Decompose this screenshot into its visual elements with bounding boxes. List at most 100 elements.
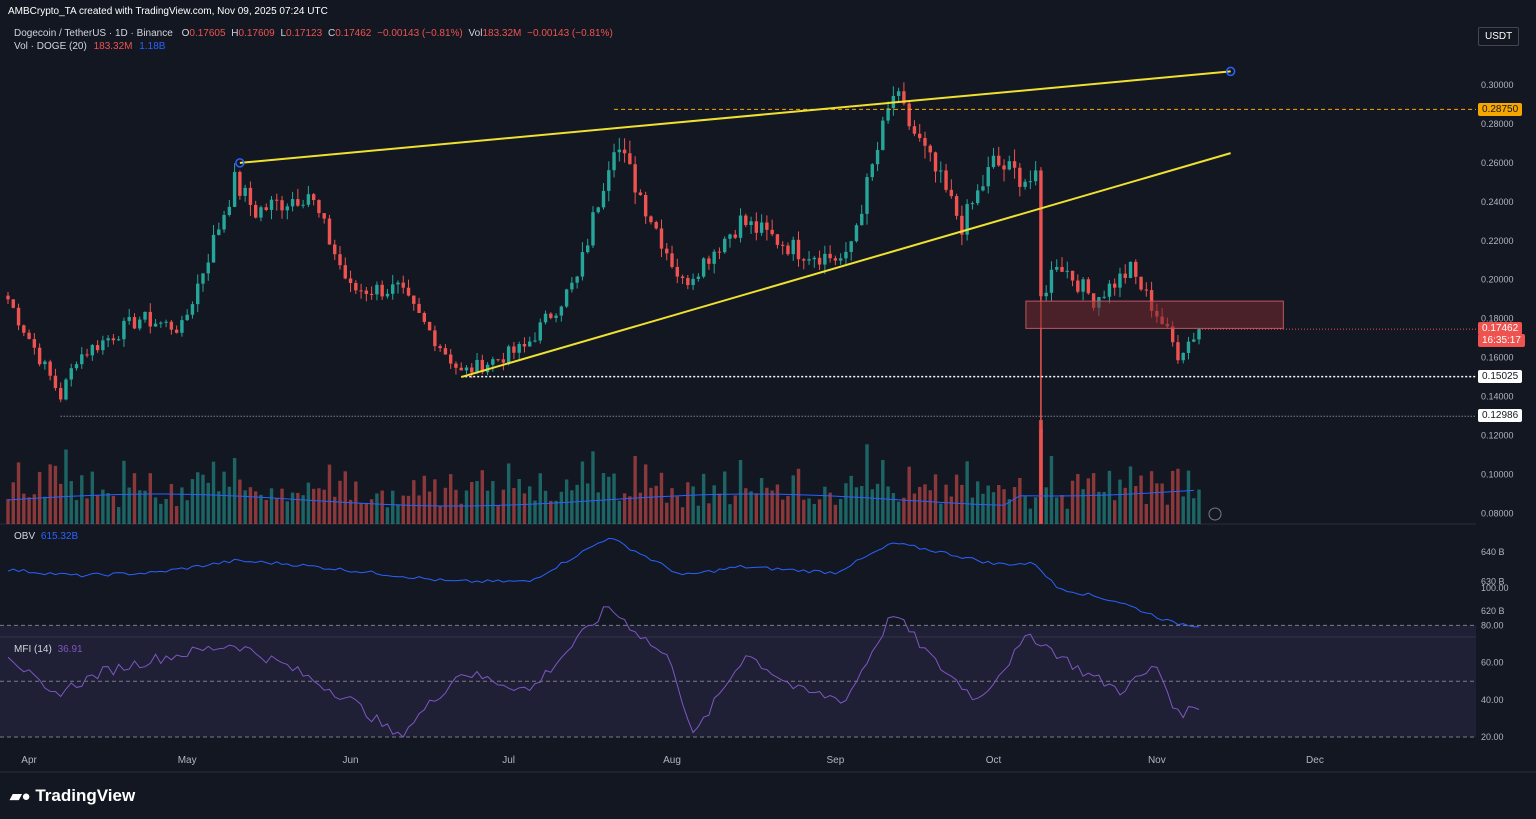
- volume-bar: [485, 490, 490, 524]
- trendline-handle[interactable]: [1225, 66, 1236, 77]
- price-candle: [169, 321, 174, 330]
- volume-bar: [991, 492, 996, 524]
- symbol-title[interactable]: Dogecoin / TetherUS · 1D · Binance: [14, 28, 173, 39]
- price-candle: [875, 149, 880, 165]
- price-candle: [528, 341, 532, 347]
- volume-bar: [53, 465, 58, 524]
- price-candle: [159, 322, 163, 324]
- volume-bar: [543, 490, 548, 524]
- price-candle: [570, 282, 574, 290]
- volume-bar: [422, 475, 427, 524]
- price-candle: [190, 304, 195, 315]
- volume-bar: [981, 493, 985, 524]
- price-candle: [1086, 279, 1091, 294]
- price-candle: [80, 354, 84, 365]
- price-candle: [259, 207, 263, 218]
- price-candle: [369, 293, 374, 295]
- volume-bar: [343, 471, 347, 524]
- volume-bar: [628, 496, 632, 524]
- price-candle: [206, 262, 210, 274]
- price-candle: [744, 215, 748, 226]
- price-candle: [849, 241, 853, 252]
- trendline-handle[interactable]: [235, 158, 245, 168]
- price-candle: [148, 311, 152, 327]
- volume-bar: [670, 488, 674, 524]
- price-candle: [338, 254, 342, 266]
- price-candle: [185, 314, 189, 321]
- price-candle: [1144, 289, 1149, 291]
- volume-bar: [127, 487, 131, 524]
- volume-bar: [949, 496, 954, 524]
- low-label: L: [280, 28, 287, 39]
- price-candle: [686, 277, 690, 286]
- price-candle: [870, 164, 874, 178]
- volume-bar: [691, 486, 695, 524]
- price-candle: [707, 258, 711, 264]
- price-candle: [116, 339, 121, 341]
- price-candle: [997, 155, 1001, 166]
- price-candle: [701, 258, 706, 277]
- price-candle: [923, 138, 927, 146]
- price-candle: [754, 221, 759, 233]
- volume-bar: [765, 487, 769, 524]
- price-candle: [628, 153, 632, 165]
- volume-bar: [190, 479, 195, 524]
- price-candle: [1139, 276, 1143, 290]
- price-candle: [749, 221, 753, 226]
- mfi-axis-tick: 60.00: [1481, 658, 1504, 668]
- price-candle: [217, 229, 221, 235]
- supply-zone[interactable]: [1025, 300, 1284, 329]
- time-axis-tick: Dec: [1306, 755, 1324, 766]
- volume-bar: [907, 466, 911, 524]
- volume-bar: [22, 493, 26, 524]
- volume-bar: [659, 472, 664, 524]
- obv-label[interactable]: OBV: [14, 531, 36, 542]
- volume-bar: [1170, 470, 1175, 524]
- price-candle: [354, 283, 358, 291]
- volume-bar: [496, 505, 500, 524]
- price-candle: [575, 276, 579, 283]
- volume-bar: [280, 488, 284, 524]
- alert-marker[interactable]: [1208, 507, 1222, 521]
- volume-bar: [301, 495, 305, 524]
- price-candle: [53, 375, 58, 389]
- price-axis-tick: 0.22000: [1481, 236, 1514, 246]
- price-candle: [643, 195, 648, 217]
- volume-bar: [1192, 498, 1196, 524]
- price-candle: [554, 315, 558, 318]
- mfi-label[interactable]: MFI (14): [14, 644, 52, 655]
- price-candle: [844, 251, 848, 259]
- volume-bar: [227, 486, 232, 524]
- price-candle: [1033, 170, 1038, 182]
- price-candle: [933, 152, 938, 172]
- volume-bar: [617, 500, 622, 524]
- volume-bar: [607, 476, 611, 524]
- volume-bar: [928, 490, 932, 524]
- countdown-label: 16:35:17: [1478, 334, 1525, 347]
- price-candle: [975, 190, 980, 204]
- volume-bar: [1149, 471, 1154, 524]
- price-candle: [533, 340, 537, 342]
- price-candle: [833, 258, 838, 261]
- volume-ma-label[interactable]: Vol · DOGE (20): [14, 41, 87, 52]
- volume-bar: [975, 481, 980, 524]
- volume-bar: [944, 484, 948, 524]
- volume-bar: [159, 503, 163, 524]
- price-candle: [269, 199, 274, 210]
- tradingview-logo[interactable]: ▰● TradingView: [10, 786, 135, 806]
- price-candle: [791, 239, 795, 255]
- mfi-axis-tick: 20.00: [1481, 732, 1504, 742]
- volume-bar: [960, 484, 964, 524]
- currency-button[interactable]: USDT: [1478, 27, 1520, 46]
- volume-bar: [522, 493, 527, 524]
- lower-trendline[interactable]: [460, 152, 1231, 379]
- volume-bar: [575, 484, 579, 524]
- volume-bar: [285, 501, 290, 524]
- volume-bar: [791, 475, 795, 524]
- price-candle: [612, 152, 616, 171]
- volume-bar: [860, 486, 864, 524]
- volume-bar: [359, 503, 363, 524]
- upper-trendline[interactable]: [239, 70, 1231, 164]
- price-axis-tick: 0.20000: [1481, 275, 1514, 285]
